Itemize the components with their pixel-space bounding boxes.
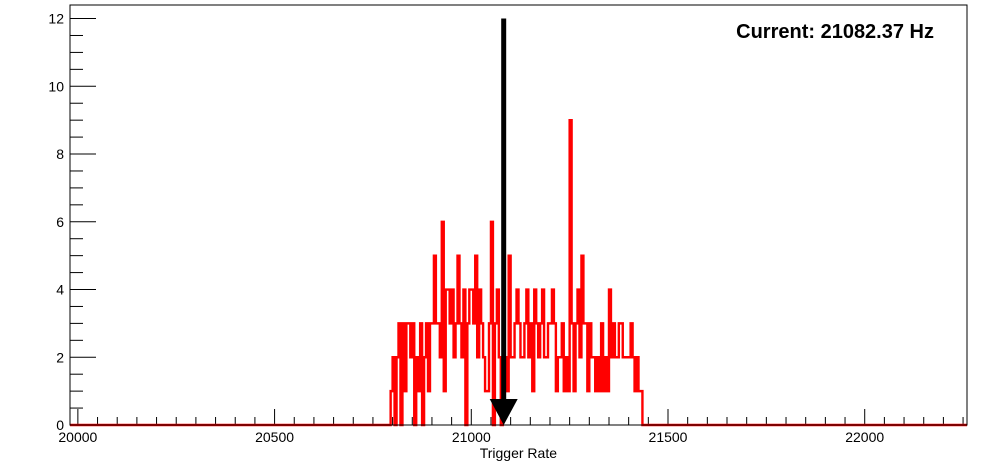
marker-arrow-head (489, 399, 518, 425)
x-tick-label: 22000 (845, 429, 884, 445)
y-tick-label: 4 (56, 282, 64, 298)
histogram-series (70, 118, 967, 427)
y-tick-label: 8 (56, 146, 64, 162)
current-rate-annotation: Current: 21082.37 Hz (736, 21, 934, 43)
x-tick-label: 20000 (58, 429, 97, 445)
y-axis-tick-labels: 0 2 4 6 8 10 12 (48, 11, 64, 433)
x-axis-title: Trigger Rate (480, 445, 558, 461)
y-tick-label: 6 (56, 214, 64, 230)
x-axis-tick-labels: 20000 20500 21000 21500 22000 (58, 429, 884, 445)
x-axis-ticks (77, 409, 964, 425)
y-tick-label: 0 (56, 417, 64, 433)
current-rate-marker (489, 18, 518, 425)
y-tick-label: 2 (56, 349, 64, 365)
x-tick-label: 21500 (649, 429, 688, 445)
plot-frame (69, 4, 968, 426)
y-tick-label: 10 (48, 78, 64, 94)
series-line (70, 118, 967, 427)
y-tick-label: 12 (48, 11, 64, 27)
x-tick-label: 21000 (452, 429, 491, 445)
x-tick-label: 20500 (255, 429, 294, 445)
